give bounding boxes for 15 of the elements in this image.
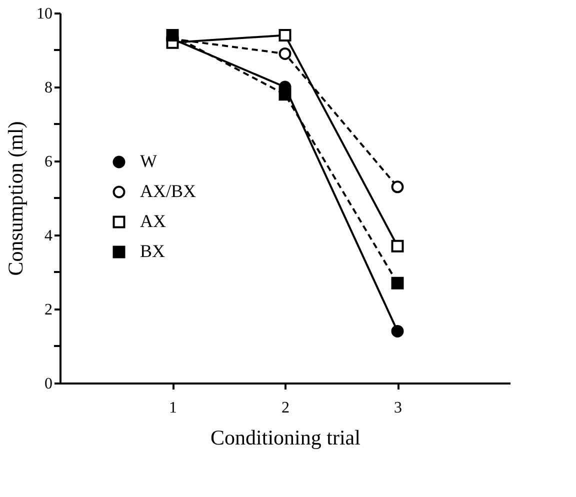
- y-tick-label: 10: [36, 6, 52, 22]
- y-tick-label: 8: [44, 80, 52, 96]
- y-tick-label: 6: [44, 154, 52, 170]
- y-axis-title: Consumption (ml): [4, 121, 28, 276]
- legend-label: W: [140, 151, 157, 171]
- legend-label: BX: [140, 241, 166, 261]
- y-tick-label: 0: [44, 376, 52, 392]
- x-axis-title: Conditioning trial: [210, 426, 361, 450]
- x-tick-label: 1: [169, 400, 177, 416]
- y-tick-label: 2: [44, 302, 52, 318]
- y-tick-label: 4: [44, 228, 52, 244]
- x-tick-label: 2: [282, 400, 290, 416]
- x-tick-label: 3: [394, 400, 402, 416]
- legend-label: AX/BX: [140, 181, 196, 201]
- legend-label: AX: [140, 211, 166, 231]
